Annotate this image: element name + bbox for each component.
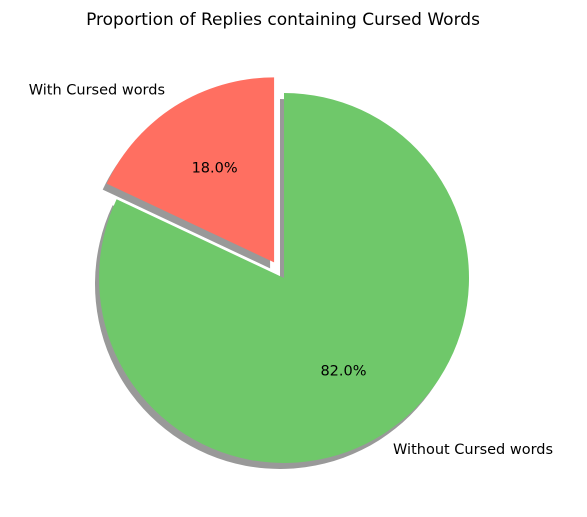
chart-title: Proportion of Replies containing Cursed …	[86, 10, 480, 30]
slice-label-without-cursed-words: Without Cursed words	[393, 442, 553, 458]
slices	[99, 77, 470, 463]
slice-label-with-cursed-words: With Cursed words	[29, 83, 165, 99]
slice-without-cursed-words	[99, 93, 470, 463]
slice-with-cursed-words	[106, 77, 275, 263]
slice-percent-with-cursed-words: 18.0%	[192, 161, 238, 177]
slice-percent-without-cursed-words: 82.0%	[320, 364, 366, 380]
slice-labels: 18.0% With Cursed words 82.0% Without Curse…	[29, 83, 553, 458]
